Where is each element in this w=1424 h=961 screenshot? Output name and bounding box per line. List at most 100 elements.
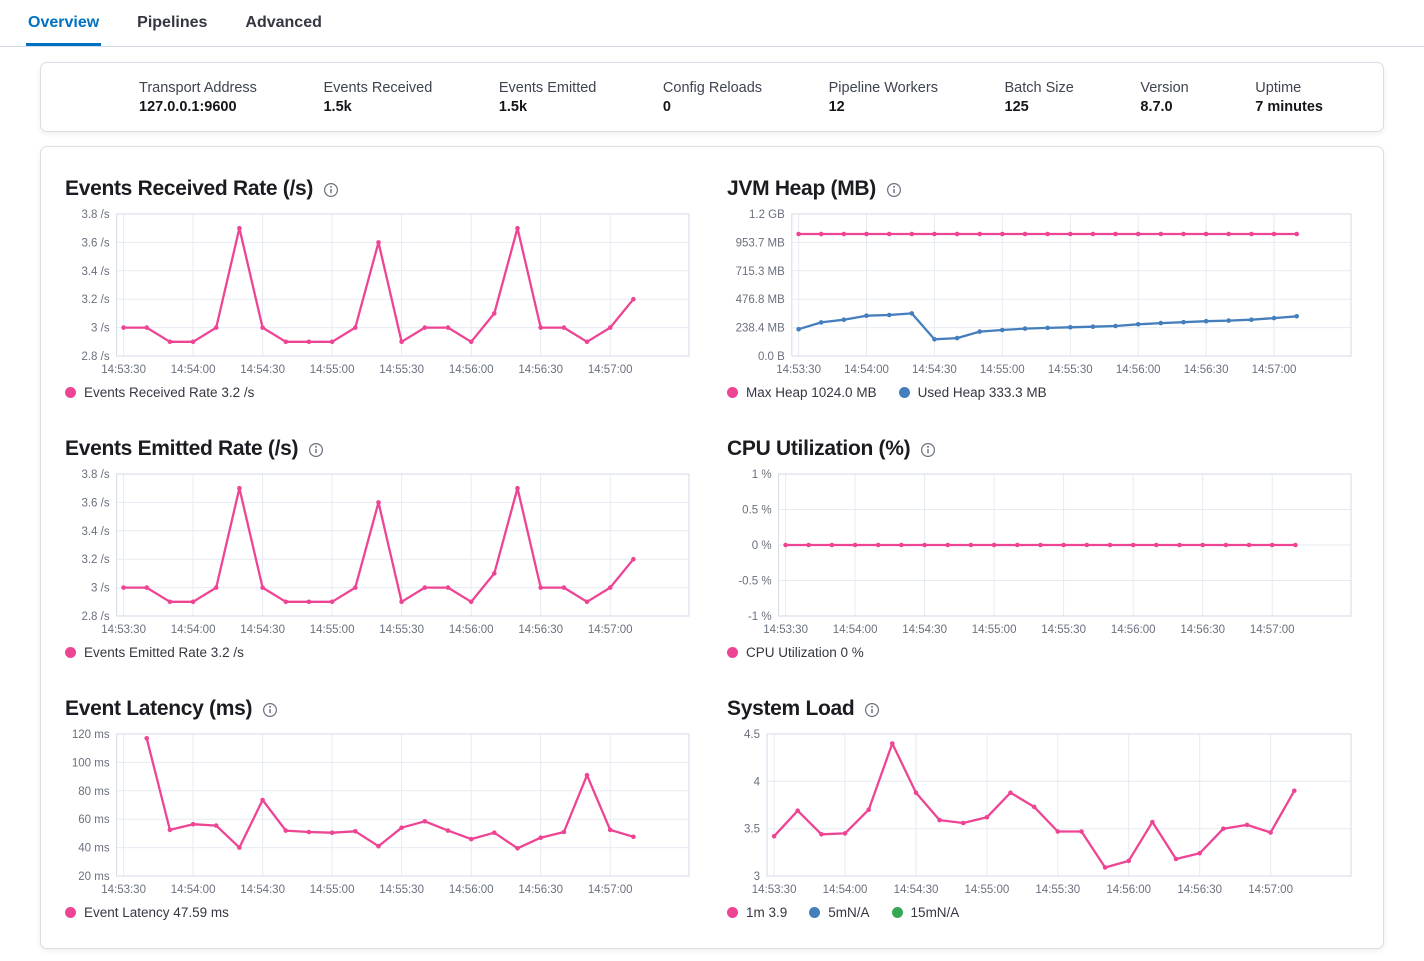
stat-value: 127.0.0.1:9600 bbox=[139, 98, 237, 115]
legend-item[interactable]: 15mN/A bbox=[891, 905, 959, 920]
svg-text:4: 4 bbox=[754, 776, 761, 788]
charts-panel: Events Received Rate (/s) 2.8 /s 3 /s 3.2 … bbox=[40, 146, 1384, 949]
chart-jvm-heap: JVM Heap (MB) 0.0 B 238.4 MB 476.8 MB 715.3… bbox=[727, 174, 1361, 400]
svg-text:14:55:30: 14:55:30 bbox=[379, 624, 424, 636]
svg-text:14:55:30: 14:55:30 bbox=[1041, 624, 1086, 636]
svg-text:238.4 MB: 238.4 MB bbox=[736, 323, 786, 335]
stat-label: Batch Size bbox=[1004, 79, 1074, 96]
chart-event-latency: Event Latency (ms) 20 ms 40 ms 60 ms 80 ms 1… bbox=[65, 694, 699, 920]
stat-value: 1.5k bbox=[498, 98, 528, 115]
svg-text:14:54:00: 14:54:00 bbox=[844, 364, 889, 376]
svg-text:14:55:30: 14:55:30 bbox=[379, 884, 424, 896]
stat-value: 7 minutes bbox=[1255, 98, 1323, 115]
svg-text:14:57:00: 14:57:00 bbox=[1252, 364, 1297, 376]
line-chart: 0.0 B 238.4 MB 476.8 MB 715.3 MB 953.7 MB 1.2… bbox=[727, 208, 1361, 380]
stat-pipeline-workers: Pipeline Workers 12 bbox=[829, 80, 938, 115]
svg-text:14:57:00: 14:57:00 bbox=[588, 364, 633, 376]
svg-text:1 %: 1 % bbox=[752, 469, 772, 481]
svg-text:80 ms: 80 ms bbox=[78, 786, 110, 798]
stat-transport-address: Transport Address 127.0.0.1:9600 bbox=[139, 80, 257, 115]
info-icon[interactable] bbox=[262, 702, 278, 718]
stat-value: 8.7.0 bbox=[1140, 98, 1173, 115]
legend-label: Events Received Rate 3.2 /s bbox=[84, 385, 255, 400]
svg-text:14:57:00: 14:57:00 bbox=[1248, 884, 1293, 896]
stat-label: Events Emitted bbox=[498, 79, 597, 96]
svg-text:3.5: 3.5 bbox=[744, 824, 760, 836]
line-chart: 2.8 /s 3 /s 3.2 /s 3.4 /s 3.6 /s 3.8 /s 14:53:… bbox=[65, 468, 699, 640]
info-icon[interactable] bbox=[920, 442, 936, 458]
svg-text:14:53:30: 14:53:30 bbox=[101, 624, 146, 636]
tab-pipelines[interactable]: Pipelines bbox=[137, 14, 208, 31]
svg-text:0.0 B: 0.0 B bbox=[758, 351, 785, 363]
svg-text:14:54:30: 14:54:30 bbox=[912, 364, 957, 376]
legend-item[interactable]: 1m 3.9 bbox=[727, 905, 787, 920]
stat-value: 125 bbox=[1004, 98, 1029, 115]
legend-item[interactable]: 5mN/A bbox=[809, 905, 870, 920]
legend-dot-icon bbox=[65, 387, 76, 398]
line-chart: 3 3.5 4 4.5 14:53:30 14:54:00 14:54:30 14:55:00… bbox=[727, 728, 1361, 900]
chart-legend: 1m 3.9 5mN/A 15mN/A bbox=[727, 905, 1361, 920]
legend-dot-icon bbox=[65, 647, 76, 658]
legend-item[interactable]: CPU Utilization 0 % bbox=[727, 645, 864, 660]
svg-text:14:54:00: 14:54:00 bbox=[171, 624, 216, 636]
stat-label: Events Received bbox=[323, 79, 433, 96]
legend-item[interactable]: Used Heap 333.3 MB bbox=[898, 385, 1047, 400]
svg-text:14:54:30: 14:54:30 bbox=[894, 884, 939, 896]
svg-text:4.5: 4.5 bbox=[744, 729, 760, 741]
stat-uptime: Uptime 7 minutes bbox=[1255, 80, 1323, 115]
chart-title: Event Latency (ms) bbox=[65, 697, 253, 720]
legend-item[interactable]: Events Emitted Rate 3.2 /s bbox=[65, 645, 244, 660]
tab-advanced[interactable]: Advanced bbox=[245, 14, 322, 31]
svg-text:14:55:30: 14:55:30 bbox=[1048, 364, 1093, 376]
legend-item[interactable]: Max Heap 1024.0 MB bbox=[727, 385, 877, 400]
svg-text:14:54:30: 14:54:30 bbox=[240, 364, 285, 376]
svg-text:14:55:00: 14:55:00 bbox=[965, 884, 1010, 896]
legend-label: 1m 3.9 bbox=[746, 905, 788, 920]
info-icon[interactable] bbox=[323, 182, 339, 198]
svg-text:60 ms: 60 ms bbox=[78, 814, 110, 826]
svg-text:3.6 /s: 3.6 /s bbox=[81, 237, 109, 249]
line-chart: 20 ms 40 ms 60 ms 80 ms 100 ms 120 ms 14:53:30… bbox=[65, 728, 699, 900]
stat-label: Version bbox=[1140, 79, 1189, 96]
stat-label: Config Reloads bbox=[662, 79, 763, 96]
legend-item[interactable]: Event Latency 47.59 ms bbox=[65, 905, 229, 920]
svg-text:14:56:00: 14:56:00 bbox=[1111, 624, 1156, 636]
svg-text:14:53:30: 14:53:30 bbox=[752, 884, 797, 896]
svg-text:3.4 /s: 3.4 /s bbox=[81, 266, 109, 278]
chart-title: Events Emitted Rate (/s) bbox=[65, 437, 299, 460]
svg-text:14:55:00: 14:55:00 bbox=[310, 364, 355, 376]
stat-value: 1.5k bbox=[323, 98, 352, 115]
chart-cpu-utilization: CPU Utilization (%) -1 % -0.5 % 0 % 0.5 % 1 … bbox=[727, 434, 1361, 660]
info-icon[interactable] bbox=[886, 182, 902, 198]
legend-dot-icon bbox=[727, 387, 738, 398]
stat-label: Uptime bbox=[1255, 79, 1302, 96]
svg-text:14:55:30: 14:55:30 bbox=[379, 364, 424, 376]
info-icon[interactable] bbox=[308, 442, 324, 458]
svg-text:14:56:30: 14:56:30 bbox=[518, 364, 563, 376]
svg-text:14:56:30: 14:56:30 bbox=[1180, 624, 1225, 636]
svg-text:14:54:00: 14:54:00 bbox=[171, 884, 216, 896]
stat-batch-size: Batch Size 125 bbox=[1005, 80, 1074, 115]
summary-status-bar: Transport Address 127.0.0.1:9600 Events … bbox=[40, 62, 1384, 132]
svg-text:14:56:00: 14:56:00 bbox=[449, 884, 494, 896]
svg-text:3.6 /s: 3.6 /s bbox=[81, 497, 109, 509]
legend-item[interactable]: Events Received Rate 3.2 /s bbox=[65, 385, 254, 400]
chart-title: Events Received Rate (/s) bbox=[65, 177, 314, 200]
svg-text:14:54:00: 14:54:00 bbox=[823, 884, 868, 896]
stat-label: Pipeline Workers bbox=[828, 79, 938, 96]
svg-text:-1 %: -1 % bbox=[748, 611, 772, 623]
stat-value: 12 bbox=[828, 98, 845, 115]
legend-dot-icon bbox=[65, 907, 76, 918]
svg-text:14:55:00: 14:55:00 bbox=[972, 624, 1017, 636]
chart-title: System Load bbox=[727, 697, 855, 720]
info-icon[interactable] bbox=[864, 702, 880, 718]
svg-text:3: 3 bbox=[754, 871, 760, 883]
svg-text:1.2 GB: 1.2 GB bbox=[749, 209, 785, 221]
tab-overview[interactable]: Overview bbox=[26, 0, 102, 46]
svg-text:14:57:00: 14:57:00 bbox=[588, 884, 633, 896]
chart-legend: CPU Utilization 0 % bbox=[727, 645, 1361, 660]
chart-events-received-rate: Events Received Rate (/s) 2.8 /s 3 /s 3.2 … bbox=[65, 174, 699, 400]
stat-version: Version 8.7.0 bbox=[1140, 80, 1188, 115]
stat-config-reloads: Config Reloads 0 bbox=[663, 80, 762, 115]
svg-text:3.8 /s: 3.8 /s bbox=[81, 209, 109, 221]
